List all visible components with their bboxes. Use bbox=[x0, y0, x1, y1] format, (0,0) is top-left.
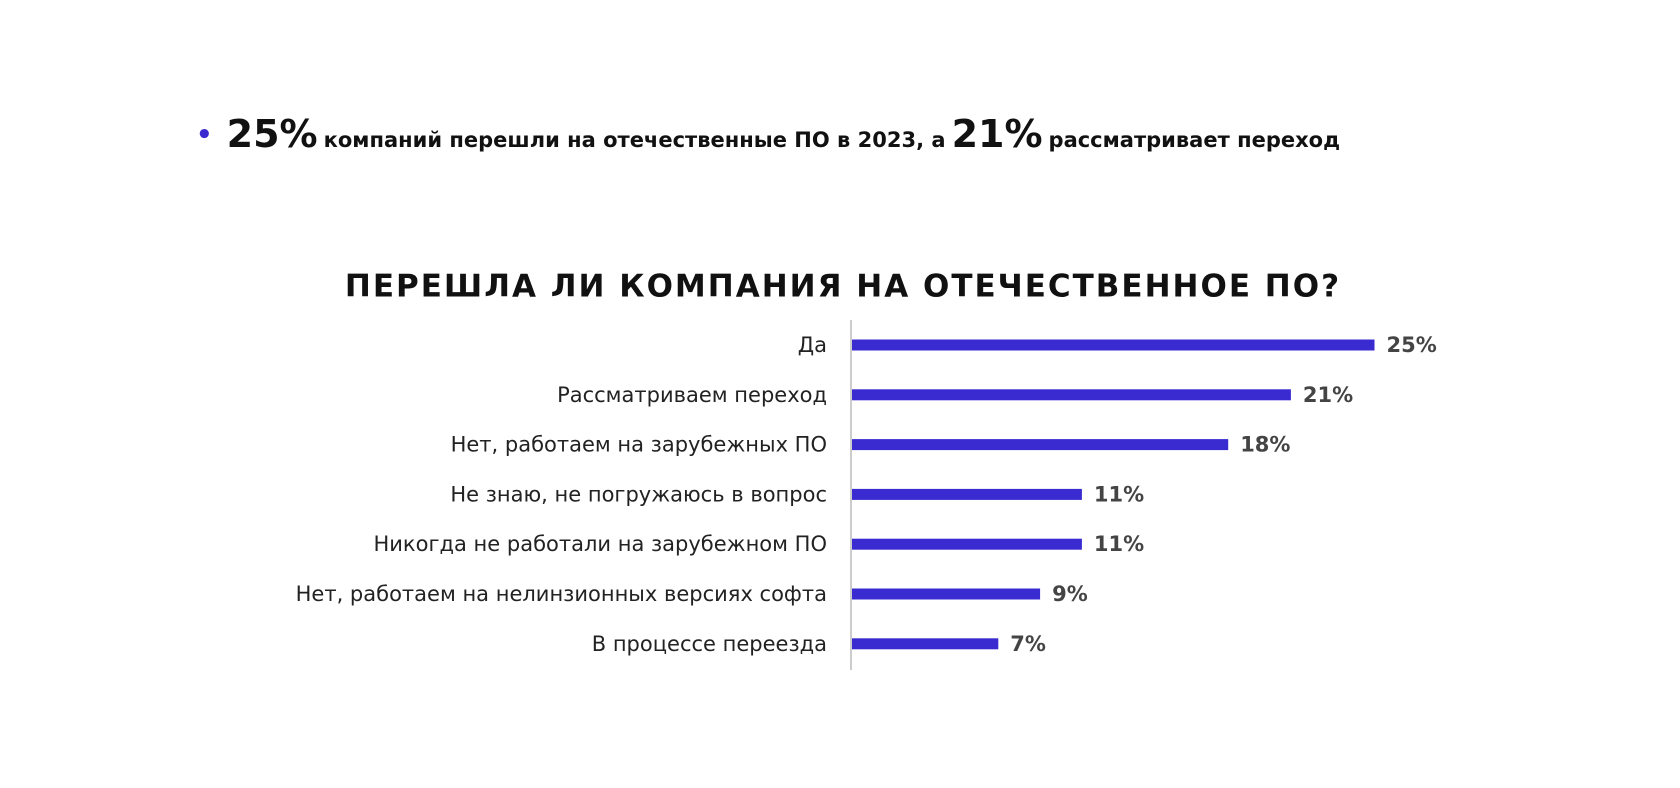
bar bbox=[852, 638, 999, 650]
category-label: Никогда не работали на зарубежном ПО bbox=[373, 532, 827, 556]
category-label: В процессе переезда bbox=[592, 632, 827, 656]
value-label: 21% bbox=[1303, 383, 1353, 407]
highlight: 21% bbox=[951, 112, 1043, 156]
value-label: 9% bbox=[1052, 582, 1088, 606]
category-label: Не знаю, не погружаюсь в вопрос bbox=[450, 482, 827, 506]
bullet-dot: • bbox=[196, 120, 213, 150]
bullet: • 25% компаний перешли на отечественные ПО… bbox=[196, 112, 1346, 156]
bar bbox=[852, 389, 1291, 401]
value-label: 7% bbox=[1010, 632, 1046, 656]
bullet-text: компаний перешли на отечественные ПО в 2… bbox=[323, 128, 946, 152]
bullet-text: рассматривает переход bbox=[1048, 128, 1341, 152]
bar bbox=[852, 488, 1082, 500]
category-label: Нет, работаем на зарубежных ПО bbox=[451, 433, 827, 457]
category-label: Да bbox=[798, 333, 827, 357]
value-label: 11% bbox=[1094, 532, 1144, 556]
value-label: 11% bbox=[1094, 482, 1144, 506]
value-label: 18% bbox=[1240, 433, 1290, 457]
highlight: 25% bbox=[226, 112, 318, 156]
category-label: Рассматриваем переход bbox=[557, 383, 827, 407]
bar bbox=[852, 588, 1041, 600]
bar bbox=[852, 538, 1082, 550]
bar bbox=[852, 339, 1375, 351]
value-label: 25% bbox=[1387, 333, 1437, 357]
category-label: Нет, работаем на нелинзионных версиях со… bbox=[296, 582, 827, 606]
bar bbox=[852, 439, 1229, 451]
chart-title: ПЕРЕШЛА ЛИ КОМПАНИЯ НА ОТЕЧЕСТВЕННОЕ ПО? bbox=[345, 269, 1341, 305]
